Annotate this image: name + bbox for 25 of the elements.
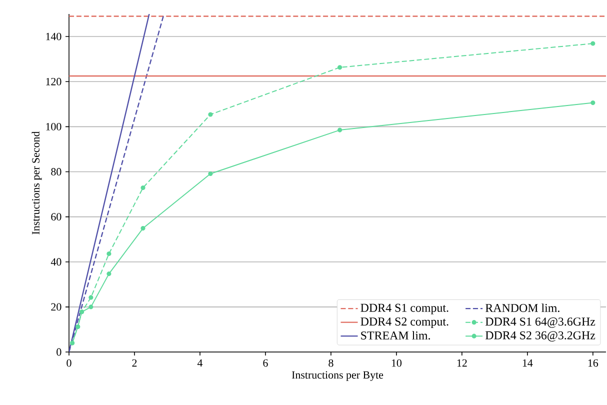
y-tick-label: 20 bbox=[51, 303, 62, 311]
x-tick-label: 6 bbox=[263, 359, 268, 367]
x-tick-label: 8 bbox=[328, 359, 334, 367]
y-axis-title: Instructions per Second bbox=[32, 131, 42, 234]
legend-label: DDR4 S1 64@3.6GHz bbox=[485, 318, 596, 328]
x-tick-label: 0 bbox=[66, 359, 72, 367]
x-tick-label: 16 bbox=[588, 359, 598, 367]
x-tick-label: 2 bbox=[132, 359, 137, 367]
y-tick-label: 140 bbox=[46, 32, 62, 40]
y-tick-label: 0 bbox=[56, 348, 62, 356]
x-tick-label: 4 bbox=[197, 359, 203, 367]
y-tick-label: 80 bbox=[51, 168, 62, 176]
y-tick-label: 120 bbox=[46, 78, 62, 86]
y-tick-label: 60 bbox=[51, 213, 62, 220]
x-tick-label: 14 bbox=[522, 359, 533, 367]
legend-label: DDR4 S2 comput. bbox=[360, 318, 448, 328]
x-axis-title: Instructions per Byte bbox=[292, 371, 384, 381]
y-tick-label: 40 bbox=[50, 258, 62, 266]
x-tick-label: 12 bbox=[457, 359, 467, 367]
legend-label: DDR4 S2 36@3.2GHz bbox=[485, 331, 596, 342]
legend-label: RANDOM lim. bbox=[485, 304, 560, 312]
legend-label: DDR4 S1 comput. bbox=[360, 304, 448, 314]
x-tick-label: 10 bbox=[392, 359, 402, 367]
legend-label: STREAM lim. bbox=[361, 331, 430, 340]
y-tick-label: 100 bbox=[46, 122, 62, 130]
